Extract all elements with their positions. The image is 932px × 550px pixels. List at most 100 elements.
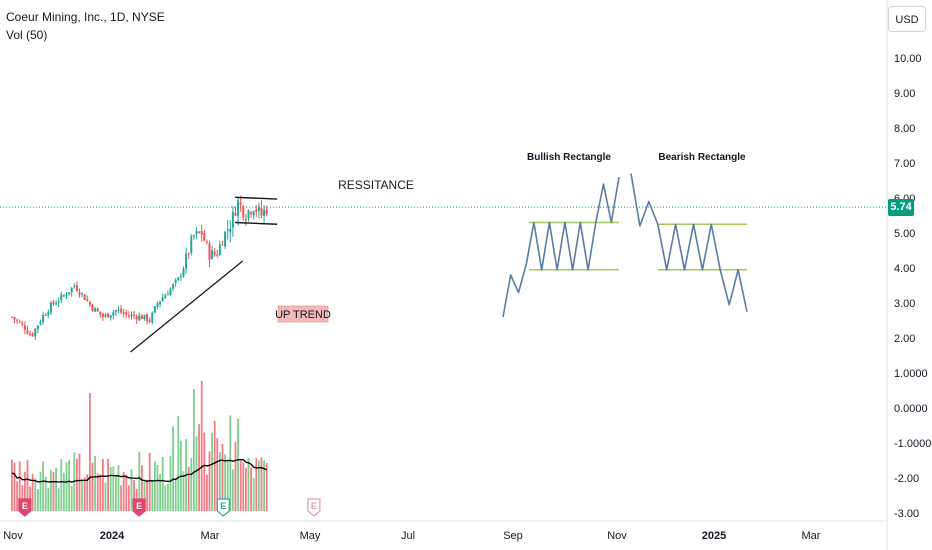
candle-body[interactable] bbox=[120, 308, 123, 313]
candle-body[interactable] bbox=[140, 315, 143, 319]
candle-body[interactable] bbox=[117, 309, 120, 311]
candle-body[interactable] bbox=[174, 279, 177, 284]
candle-body[interactable] bbox=[47, 312, 50, 316]
candle-body[interactable] bbox=[65, 295, 68, 297]
candle-body[interactable] bbox=[260, 207, 263, 216]
candle-body[interactable] bbox=[104, 314, 107, 317]
candle-body[interactable] bbox=[172, 284, 175, 289]
candle-body[interactable] bbox=[31, 333, 34, 337]
candle-body[interactable] bbox=[62, 295, 65, 297]
candle-body[interactable] bbox=[44, 314, 47, 316]
candle-body[interactable] bbox=[224, 231, 227, 247]
candle-body[interactable] bbox=[229, 228, 232, 233]
earnings-marker[interactable] bbox=[307, 498, 321, 517]
candle-body[interactable] bbox=[156, 303, 159, 307]
candle-body[interactable] bbox=[130, 314, 133, 317]
candle-body[interactable] bbox=[237, 200, 240, 217]
candle-body[interactable] bbox=[52, 301, 55, 304]
candle-body[interactable] bbox=[226, 229, 229, 231]
candle-body[interactable] bbox=[203, 232, 206, 241]
candle-body[interactable] bbox=[242, 206, 245, 218]
candle-body[interactable] bbox=[10, 316, 13, 318]
candle-body[interactable] bbox=[250, 212, 253, 215]
candle-body[interactable] bbox=[96, 309, 99, 312]
candle-body[interactable] bbox=[49, 302, 52, 313]
resistance-line[interactable] bbox=[235, 196, 278, 200]
candle-body[interactable] bbox=[55, 303, 58, 305]
candle-body[interactable] bbox=[109, 315, 112, 318]
candle-body[interactable] bbox=[88, 301, 91, 305]
candle-body[interactable] bbox=[75, 285, 78, 291]
candle-body[interactable] bbox=[26, 329, 29, 334]
candle-body[interactable] bbox=[166, 294, 169, 296]
candle-body[interactable] bbox=[263, 209, 266, 216]
candle-body[interactable] bbox=[192, 235, 195, 237]
candle-body[interactable] bbox=[234, 212, 237, 216]
candle-body[interactable] bbox=[231, 211, 234, 228]
candle-body[interactable] bbox=[205, 241, 208, 243]
uptrend-line[interactable] bbox=[130, 260, 244, 353]
candle-body[interactable] bbox=[39, 321, 42, 325]
candle-body[interactable] bbox=[34, 328, 37, 337]
candle-body[interactable] bbox=[81, 293, 84, 295]
candle-body[interactable] bbox=[185, 253, 188, 269]
candle-body[interactable] bbox=[213, 251, 216, 255]
candle-body[interactable] bbox=[73, 285, 76, 287]
candle-body[interactable] bbox=[18, 321, 21, 323]
candle-body[interactable] bbox=[146, 314, 149, 322]
candle-body[interactable] bbox=[114, 310, 117, 313]
candle-body[interactable] bbox=[21, 323, 24, 325]
candle-body[interactable] bbox=[153, 306, 156, 313]
candle-body[interactable] bbox=[29, 333, 32, 336]
candle-body[interactable] bbox=[112, 312, 115, 316]
candle-body[interactable] bbox=[107, 313, 110, 318]
candle-body[interactable] bbox=[161, 297, 164, 302]
bullish-rectangle-path[interactable] bbox=[502, 176, 620, 318]
candle-body[interactable] bbox=[42, 315, 45, 322]
candle-body[interactable] bbox=[83, 294, 86, 301]
candle-body[interactable] bbox=[122, 312, 125, 314]
candle-body[interactable] bbox=[169, 288, 172, 295]
uptrend-label-box[interactable] bbox=[277, 305, 329, 323]
candle-body[interactable] bbox=[247, 210, 250, 219]
candle-body[interactable] bbox=[164, 295, 167, 299]
candle-body[interactable] bbox=[244, 219, 247, 221]
candle-body[interactable] bbox=[101, 313, 104, 317]
candle-body[interactable] bbox=[133, 314, 136, 317]
candle-body[interactable] bbox=[177, 277, 180, 281]
candle-body[interactable] bbox=[255, 209, 258, 212]
candle-body[interactable] bbox=[252, 211, 255, 216]
earnings-marker[interactable] bbox=[18, 498, 32, 517]
candle-body[interactable] bbox=[125, 312, 128, 315]
candle-body[interactable] bbox=[78, 291, 81, 295]
candle-body[interactable] bbox=[218, 244, 221, 256]
candle-body[interactable] bbox=[148, 320, 151, 322]
currency-selector[interactable]: USD bbox=[888, 6, 926, 32]
candle-body[interactable] bbox=[70, 287, 73, 293]
earnings-marker[interactable] bbox=[216, 498, 230, 517]
candle-body[interactable] bbox=[190, 236, 193, 254]
candle-body[interactable] bbox=[60, 294, 63, 301]
candle-body[interactable] bbox=[23, 325, 26, 330]
candle-body[interactable] bbox=[216, 254, 219, 256]
candle-body[interactable] bbox=[36, 325, 39, 330]
candle-body[interactable] bbox=[151, 312, 154, 323]
candle-body[interactable] bbox=[13, 317, 16, 320]
volume-indicator-label[interactable]: Vol (50) bbox=[6, 28, 48, 42]
candle-body[interactable] bbox=[208, 243, 211, 260]
bearish-rectangle-path[interactable] bbox=[630, 173, 748, 312]
candle-body[interactable] bbox=[182, 268, 185, 277]
candle-body[interactable] bbox=[200, 230, 203, 235]
candle-body[interactable] bbox=[138, 315, 141, 321]
candle-body[interactable] bbox=[99, 311, 102, 315]
candle-body[interactable] bbox=[16, 319, 19, 321]
candle-body[interactable] bbox=[198, 231, 201, 233]
earnings-marker[interactable] bbox=[132, 498, 146, 517]
candle-body[interactable] bbox=[211, 250, 214, 260]
candle-body[interactable] bbox=[187, 253, 190, 255]
candle-body[interactable] bbox=[257, 206, 260, 211]
candle-body[interactable] bbox=[127, 315, 130, 317]
candle-body[interactable] bbox=[86, 299, 89, 301]
candle-body[interactable] bbox=[57, 301, 60, 303]
